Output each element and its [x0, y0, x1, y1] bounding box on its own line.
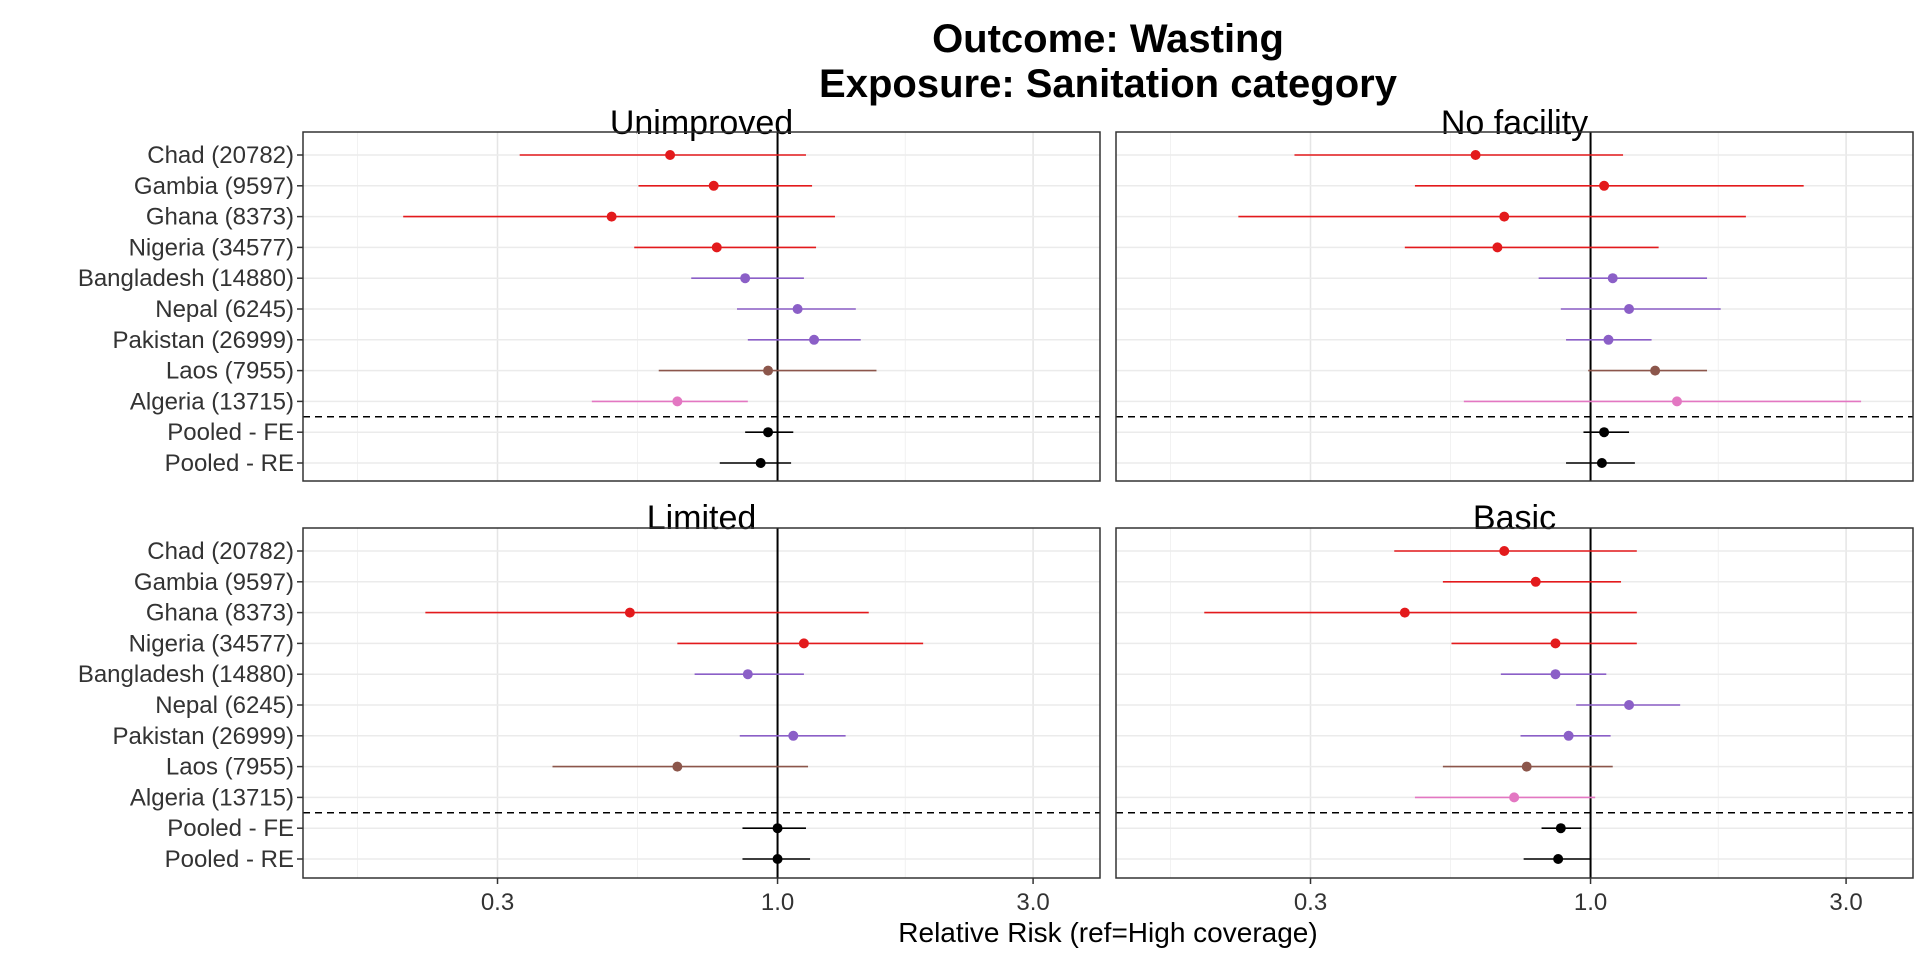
y-tick-label: Nigeria (34577) [129, 630, 294, 657]
point-nigeria [1492, 242, 1503, 253]
y-tick-label: Pooled - FE [167, 815, 294, 842]
point-gambia [1599, 180, 1610, 191]
point-bangladesh [1607, 273, 1618, 284]
point-chad [1470, 150, 1481, 160]
x-tick-label: 3.0 [1016, 889, 1049, 916]
point-bangladesh [742, 669, 753, 680]
y-tick-label: Pakistan (26999) [113, 327, 294, 354]
point-pakistan [809, 334, 820, 345]
y-tick-label: Chad (20782) [147, 538, 294, 565]
panel-border [1115, 131, 1914, 482]
panels-group: Unimproved Chad (20782) Gambia (9597) Ghana… [78, 104, 1914, 916]
panel-basic: Basic 0.3 1.0 3.0 [1115, 499, 1914, 916]
y-tick-label: Ghana (8373) [146, 204, 294, 231]
panel-strip-label: Basic [1473, 499, 1556, 537]
y-tick-label: Pooled - RE [165, 846, 294, 873]
y-tick-label: Chad (20782) [147, 142, 294, 169]
y-tick-label: Nepal (6245) [155, 296, 294, 323]
point-algeria [672, 396, 683, 407]
point-algeria [1671, 396, 1682, 407]
y-tick-label: Laos (7955) [166, 754, 294, 781]
panel-strip-label: No facility [1441, 104, 1588, 142]
y-tick-label: Gambia (9597) [134, 173, 294, 200]
point-chad [665, 150, 676, 160]
y-tick-label: Algeria (13715) [130, 388, 294, 415]
point-pooled---re [1553, 854, 1564, 864]
point-nepal [792, 304, 803, 314]
panel-strip-label: Limited [647, 499, 757, 537]
point-laos [672, 761, 683, 772]
point-bangladesh [740, 273, 751, 284]
x-tick-label: 1.0 [761, 889, 794, 916]
panel-strip-label: Unimproved [610, 104, 793, 142]
point-nepal [1624, 304, 1635, 314]
point-pakistan [788, 730, 799, 741]
chart-title: Outcome: Wasting [932, 17, 1284, 61]
y-tick-label: Ghana (8373) [146, 600, 294, 627]
point-algeria [1509, 792, 1520, 803]
y-tick-label: Bangladesh (14880) [78, 265, 294, 292]
x-tick-label: 3.0 [1829, 889, 1862, 916]
point-nigeria [798, 638, 809, 649]
point-nigeria [711, 242, 722, 253]
point-laos [1521, 761, 1532, 772]
y-tick-label: Pooled - FE [167, 419, 294, 446]
x-tick-label: 1.0 [1574, 889, 1607, 916]
y-tick-label: Gambia (9597) [134, 569, 294, 596]
y-tick-label: Bangladesh (14880) [78, 661, 294, 688]
point-gambia [1530, 576, 1541, 587]
panel-limited: Limited Chad (20782) Gambia (9597) Ghana (8… [78, 499, 1101, 916]
point-pooled---fe [772, 823, 783, 834]
y-tick-label: Nepal (6245) [155, 692, 294, 719]
x-tick-label: 0.3 [481, 889, 514, 916]
y-tick-label: Nigeria (34577) [129, 234, 294, 261]
y-tick-label: Laos (7955) [166, 358, 294, 385]
chart-subtitle: Exposure: Sanitation category [819, 62, 1398, 106]
point-chad [1499, 546, 1510, 556]
point-bangladesh [1550, 669, 1561, 680]
point-pooled---re [1596, 458, 1607, 468]
point-pooled---re [755, 458, 766, 468]
panel-border [302, 131, 1101, 482]
y-tick-label: Algeria (13715) [130, 784, 294, 811]
panel-no-facility: No facility [1115, 104, 1914, 482]
point-pooled---fe [1599, 427, 1610, 438]
point-laos [763, 365, 774, 376]
y-tick-label: Pakistan (26999) [113, 723, 294, 750]
point-pakistan [1603, 334, 1614, 345]
point-laos [1650, 365, 1661, 376]
point-nigeria [1550, 638, 1561, 649]
panel-border [302, 527, 1101, 879]
point-gambia [708, 180, 719, 191]
point-ghana [606, 211, 617, 222]
point-ghana [1499, 211, 1510, 222]
panel-border [1115, 527, 1914, 879]
point-ghana [1399, 607, 1410, 618]
point-pakistan [1563, 730, 1574, 741]
point-pooled---fe [1555, 823, 1566, 834]
y-tick-label: Pooled - RE [165, 450, 294, 477]
x-tick-label: 0.3 [1294, 889, 1327, 916]
point-ghana [624, 607, 635, 618]
point-pooled---fe [763, 427, 774, 438]
x-axis-label: Relative Risk (ref=High coverage) [898, 917, 1317, 948]
point-nepal [1624, 700, 1635, 710]
point-pooled---re [772, 854, 783, 864]
panel-unimproved: Unimproved Chad (20782) Gambia (9597) Ghana… [78, 104, 1101, 482]
